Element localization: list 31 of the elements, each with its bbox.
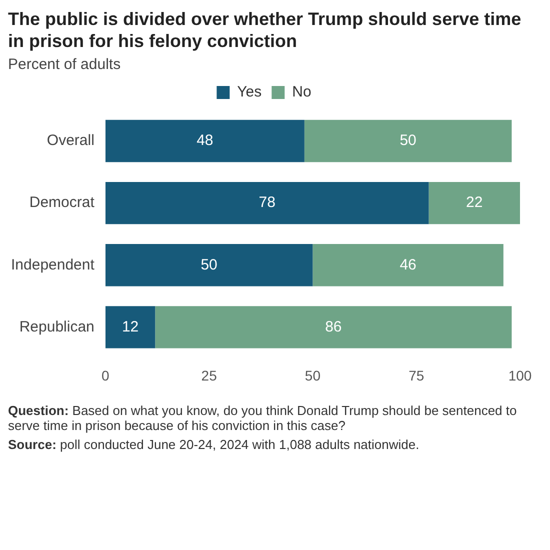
bar — [312, 244, 504, 286]
bar — [105, 244, 313, 286]
bar — [304, 120, 512, 162]
data-label: 50 — [400, 132, 416, 150]
bar — [428, 182, 520, 224]
bar — [155, 306, 512, 348]
data-label: 86 — [325, 318, 342, 336]
data-label: 12 — [122, 318, 139, 336]
chart-subtitle: Percent of adults — [8, 56, 122, 73]
text: Question: Based on what you know, do you think Donald Trump should be sentenced to serve time in prison because of his conviction in this case? — [8, 403, 518, 433]
legend-label: Yes — [237, 84, 262, 101]
bar — [105, 120, 304, 162]
data-label: 50 — [200, 256, 218, 274]
bar — [105, 306, 156, 348]
chart-title: The public is divided over whether Trump should serve time in prison for his felony conviction — [8, 8, 522, 52]
y-tick-label: Democrat — [29, 194, 96, 212]
data-label: 78 — [258, 194, 276, 212]
data-label: 48 — [196, 132, 214, 150]
x-tick-label: 75 — [408, 367, 424, 384]
y-tick-label: Overall — [46, 132, 94, 150]
source-note: Source: poll conducted June 20-24, 2024 with 1,088 adults nationwide. — [8, 437, 420, 452]
data-label: 46 — [400, 256, 416, 274]
x-tick-label: 50 — [304, 367, 321, 384]
x-tick-label: 0 — [102, 367, 110, 384]
legend-label: No — [292, 84, 312, 101]
x-tick-label: 100 — [508, 367, 532, 384]
y-tick-label: Republican — [19, 318, 94, 336]
x-tick-label: 25 — [201, 367, 218, 384]
bar — [105, 182, 429, 224]
data-label: 22 — [466, 194, 483, 212]
y-tick-label: Independent — [10, 256, 96, 274]
